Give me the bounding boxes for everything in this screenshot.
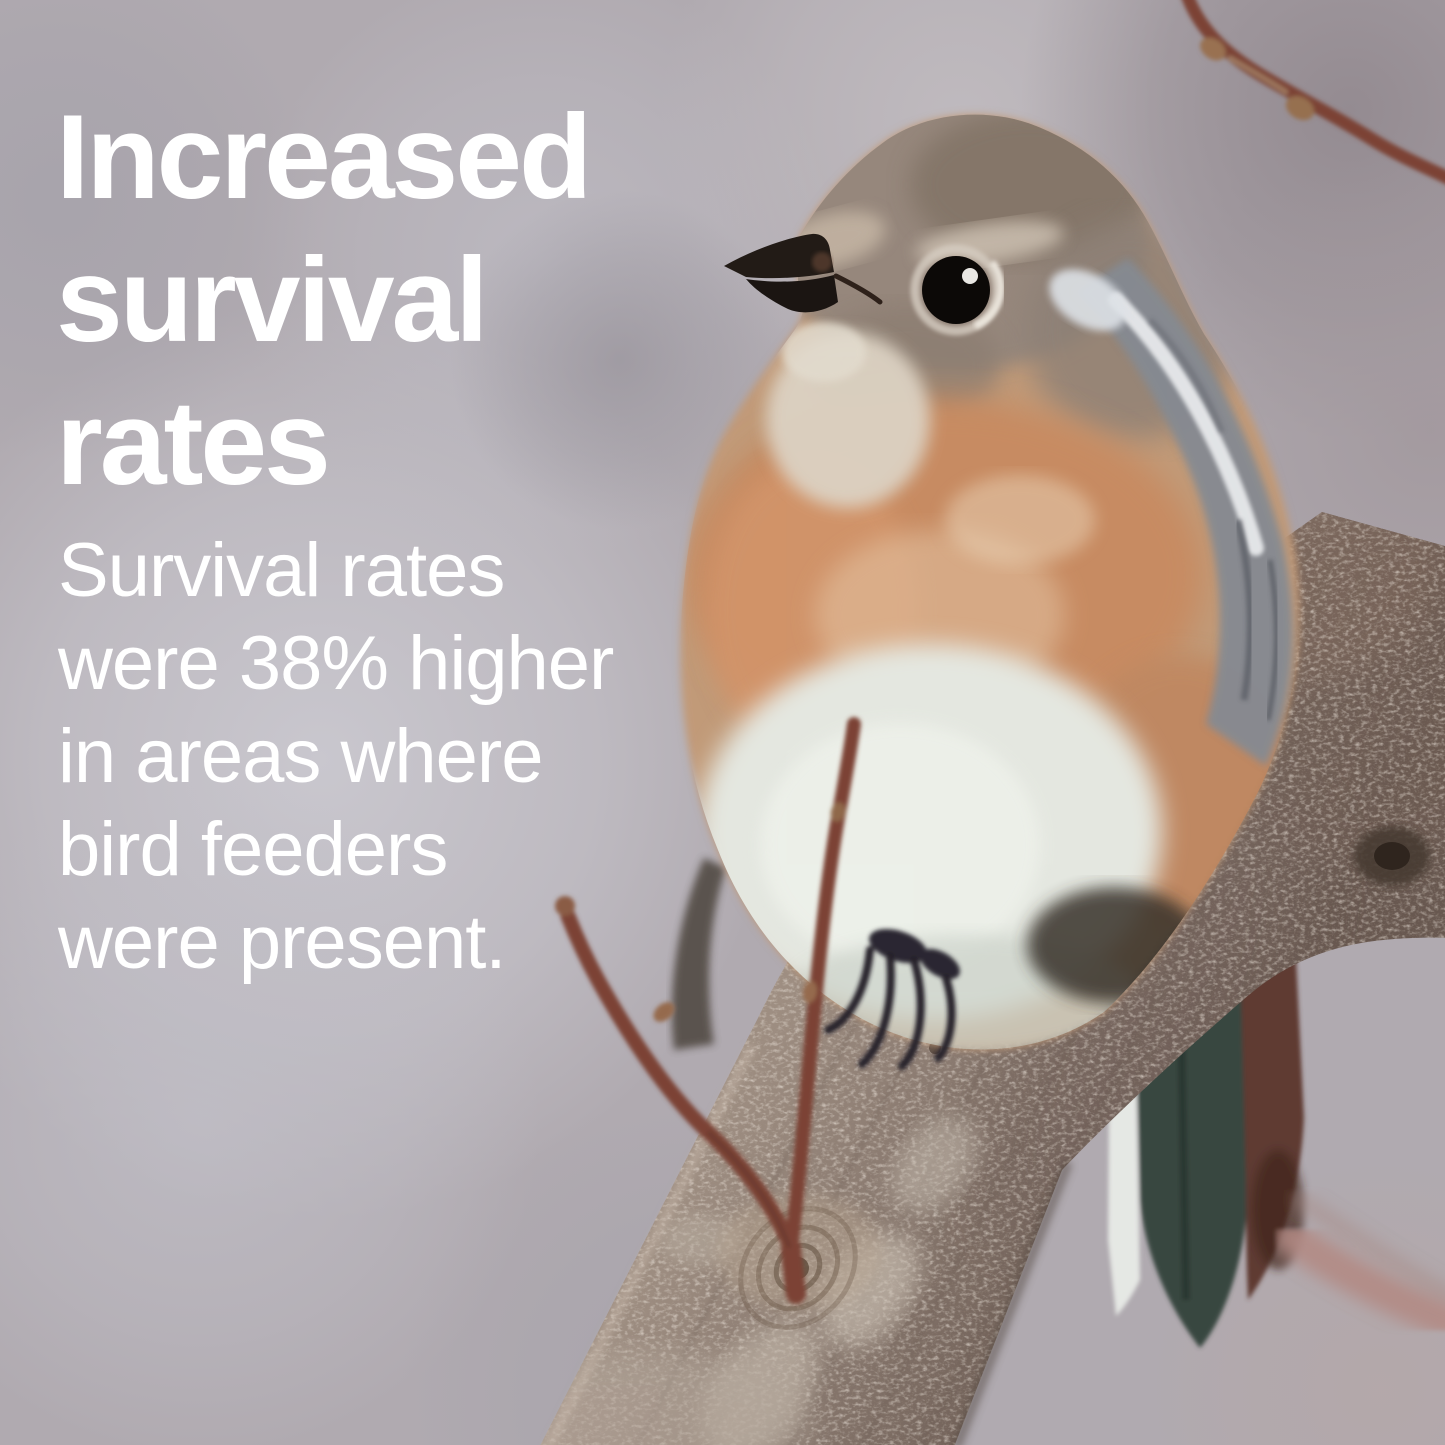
- body-line-2: were 38% higher: [58, 621, 614, 706]
- bokeh-smudge: [450, 190, 790, 530]
- body-line-1: Survival rates: [58, 528, 505, 613]
- bokeh-light-blob: [0, 780, 540, 1445]
- belly-bright: [760, 723, 1040, 967]
- forked-twig-right-prong: [784, 717, 861, 1255]
- body-line-4: bird feeders: [58, 807, 448, 892]
- beak-lower: [746, 275, 838, 313]
- twig-joint-rings: [738, 1206, 858, 1330]
- twig-knot: [1200, 37, 1226, 61]
- eye: [922, 256, 990, 324]
- chin-white: [782, 322, 866, 382]
- beak-upper: [724, 233, 834, 279]
- twig-knot: [1285, 95, 1315, 121]
- forked-twig-stub: [676, 1102, 706, 1131]
- headline-line-3: rates: [56, 376, 331, 510]
- bokeh-shade-blob: [0, 0, 320, 460]
- body-text: Survival rates were 38% higher in areas …: [58, 524, 614, 989]
- twig-dark-edge: [707, 1131, 791, 1248]
- headline: Increased survival rates: [56, 86, 592, 515]
- foot: [869, 928, 927, 964]
- twig-highlight: [1227, 55, 1289, 95]
- foot: [920, 948, 960, 980]
- forked-twig: [555, 717, 861, 1304]
- bird-feet: [824, 928, 960, 1070]
- twig-knot: [830, 802, 846, 822]
- beak-base-tint: [812, 252, 832, 272]
- blurred-pink-feather: [1274, 1220, 1445, 1339]
- thin-red-twig: [1182, 0, 1445, 184]
- branch-edge-highlight: [545, 1044, 756, 1445]
- blurred-pink-feather: [1293, 1193, 1445, 1301]
- neck-white-patch: [1049, 269, 1127, 331]
- wing-feather-edge: [1234, 519, 1254, 701]
- branch-edge-shadow: [951, 1160, 1073, 1445]
- claws: [824, 946, 956, 1070]
- headline-line-1: Increased: [56, 90, 592, 224]
- body-line-5: were present.: [58, 900, 506, 985]
- wing-slate-band: [1076, 258, 1293, 766]
- eye-ring-bright-crescent: [973, 259, 1005, 330]
- bird: [671, 114, 1300, 1050]
- eyebrow-pale-streak: [915, 220, 1065, 266]
- bird-plumage: [687, 114, 1295, 1050]
- bark-knot-center: [1374, 842, 1410, 870]
- twig-knot: [802, 981, 818, 1003]
- wing-feather-edge: [1147, 317, 1225, 434]
- body-line-3: in areas where: [58, 714, 544, 799]
- breast-pale-mottle: [945, 475, 1095, 565]
- twig-knot: [653, 1002, 675, 1022]
- wing-feather-edge: [1265, 559, 1280, 721]
- left-wing-tip: [671, 858, 726, 1050]
- twig-bud-tip: [555, 896, 575, 916]
- eye-highlight: [962, 268, 978, 284]
- gape-line: [833, 273, 883, 305]
- lichen-patch: [892, 1115, 978, 1215]
- eye-ring: [910, 244, 1002, 336]
- headline-line-2: survival: [56, 233, 489, 367]
- wing-white-streak: [1108, 292, 1264, 556]
